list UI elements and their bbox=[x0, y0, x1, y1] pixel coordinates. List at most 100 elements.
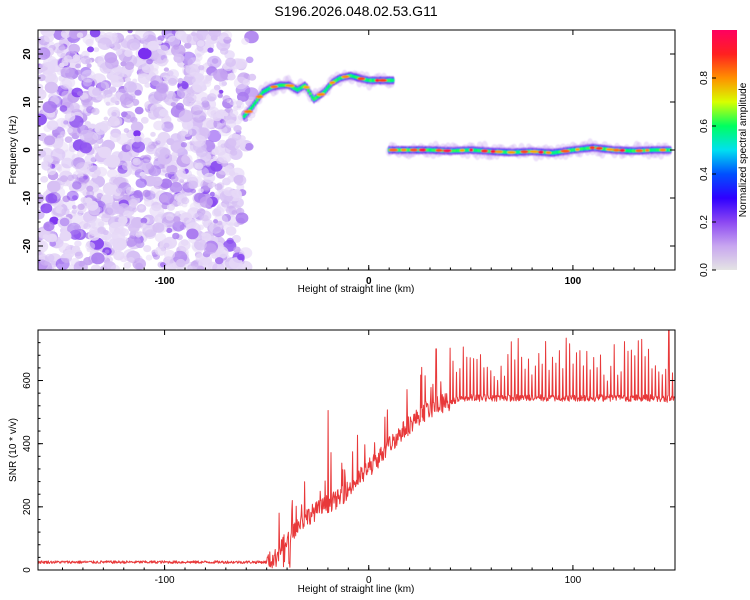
noise-speck bbox=[224, 165, 233, 173]
noise-speck bbox=[38, 88, 47, 101]
noise-speck bbox=[45, 73, 59, 86]
noise-speck bbox=[164, 249, 176, 260]
ridge-peak bbox=[645, 148, 650, 152]
ridge-peak bbox=[418, 148, 427, 152]
noise-speck bbox=[44, 253, 55, 263]
ridge-cell bbox=[327, 85, 331, 89]
ridge-peak bbox=[285, 84, 295, 88]
noise-speck bbox=[160, 178, 173, 189]
noise-speck bbox=[85, 197, 93, 204]
noise-speck bbox=[217, 93, 223, 98]
noise-speck bbox=[74, 240, 82, 247]
noise-speck bbox=[156, 135, 167, 144]
noise-speck bbox=[121, 144, 131, 153]
noise-speck bbox=[201, 96, 208, 103]
snr-series-line bbox=[38, 330, 675, 569]
noise-speck bbox=[150, 75, 164, 87]
y-tick-label: 0 bbox=[22, 147, 33, 153]
ridge-peak bbox=[270, 85, 278, 89]
ridge-peak bbox=[495, 150, 503, 154]
noise-speck bbox=[161, 121, 174, 133]
noise-speck bbox=[146, 145, 155, 152]
noise-speck bbox=[166, 70, 174, 77]
snr-x-ticks: -100 0 100 bbox=[62, 330, 676, 586]
noise-speck bbox=[38, 74, 46, 82]
noise-speck bbox=[134, 89, 142, 96]
noise-speck bbox=[166, 164, 178, 175]
ridge-peak bbox=[341, 75, 350, 79]
noise-speck bbox=[233, 246, 241, 253]
noise-speck bbox=[60, 30, 71, 39]
ridge-peak bbox=[507, 150, 516, 154]
noise-speck bbox=[89, 30, 101, 38]
noise-speck bbox=[146, 58, 154, 65]
noise-speck bbox=[154, 232, 167, 243]
colorbar-tick-label: 0.6 bbox=[699, 119, 710, 133]
noise-speck bbox=[177, 79, 183, 84]
noise-speck bbox=[218, 89, 224, 94]
ridge-peak bbox=[442, 149, 452, 153]
noise-speck bbox=[60, 66, 75, 79]
noise-speck bbox=[225, 57, 237, 67]
noise-speck bbox=[163, 242, 170, 248]
noise-speck bbox=[82, 98, 93, 108]
noise-speck bbox=[236, 183, 245, 191]
noise-speck bbox=[244, 143, 254, 151]
ridge-cell bbox=[310, 95, 314, 99]
noise-speck bbox=[38, 149, 47, 158]
noise-speck bbox=[163, 79, 169, 84]
noise-speck bbox=[81, 69, 96, 83]
noise-speck bbox=[155, 146, 170, 159]
noise-speck bbox=[69, 102, 80, 112]
noise-speck bbox=[50, 148, 66, 162]
noise-speck bbox=[210, 35, 218, 41]
noise-speck bbox=[105, 233, 120, 246]
noise-speck bbox=[142, 30, 156, 43]
noise-speck bbox=[134, 106, 144, 115]
y-tick-label: 400 bbox=[22, 435, 33, 452]
noise-speck bbox=[130, 121, 144, 133]
noise-speck bbox=[70, 213, 84, 225]
noise-speck bbox=[84, 154, 96, 165]
noise-speck bbox=[134, 255, 143, 263]
noise-speck bbox=[221, 30, 233, 40]
noise-speck bbox=[181, 83, 189, 90]
ridge-peak bbox=[378, 78, 388, 82]
noise-speck bbox=[207, 93, 217, 102]
y-tick-label: 600 bbox=[22, 372, 33, 389]
noise-speck bbox=[119, 93, 134, 105]
noise-speck bbox=[212, 113, 222, 122]
noise-speck bbox=[38, 260, 52, 270]
noise-speck bbox=[43, 221, 55, 232]
ridge-cell bbox=[323, 89, 327, 93]
ridge-cell bbox=[306, 89, 311, 93]
ridge-peak bbox=[435, 148, 443, 152]
spectrogram-y-ticks: -20 -10 0 10 20 bbox=[22, 29, 675, 271]
noise-speck bbox=[193, 212, 204, 222]
noise-speck bbox=[40, 203, 53, 214]
noise-speck bbox=[110, 264, 120, 270]
noise-speck bbox=[173, 53, 185, 63]
noise-speck bbox=[132, 157, 141, 166]
noise-speck bbox=[42, 101, 57, 114]
noise-speck bbox=[128, 198, 138, 207]
noise-speck bbox=[181, 120, 194, 130]
noise-speck bbox=[123, 81, 137, 93]
noise-speck bbox=[115, 49, 123, 55]
noise-speck bbox=[152, 222, 165, 233]
noise-speck bbox=[121, 70, 130, 78]
noise-speck bbox=[72, 54, 81, 62]
noise-speck bbox=[233, 76, 248, 90]
noise-speck bbox=[111, 42, 121, 51]
noise-speck bbox=[77, 203, 85, 210]
noise-speck bbox=[209, 191, 216, 197]
noise-speck bbox=[43, 135, 56, 146]
noise-speck bbox=[163, 67, 169, 72]
y-tick-label: -10 bbox=[22, 190, 33, 205]
noise-speck bbox=[131, 141, 146, 153]
noise-speck bbox=[38, 47, 51, 60]
noise-speck bbox=[52, 42, 65, 54]
noise-speck bbox=[49, 240, 57, 247]
noise-speck bbox=[133, 135, 142, 143]
